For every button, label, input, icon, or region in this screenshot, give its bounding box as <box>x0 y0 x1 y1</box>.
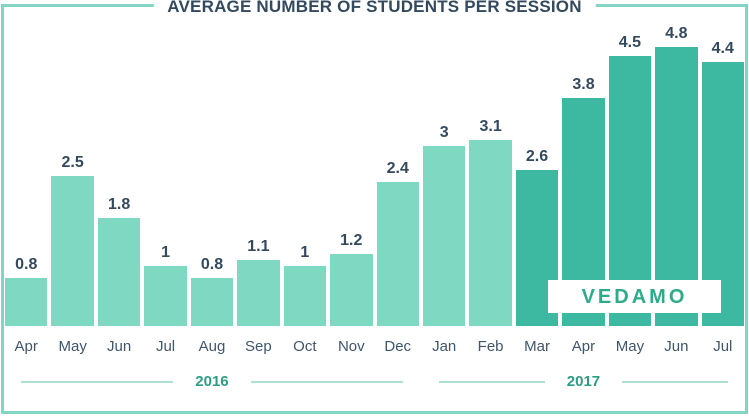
year-line <box>21 381 174 383</box>
bar <box>51 176 94 326</box>
year-label: 2016 <box>195 373 229 390</box>
bar-value-label: 2.5 <box>61 154 84 171</box>
year-label: 2017 <box>566 373 601 390</box>
month-tick-label: Jun <box>664 338 689 355</box>
bar-slot: 1.2 <box>328 26 374 326</box>
bar-value-label: 0.8 <box>15 256 38 273</box>
vedamo-logo-text: VEDAMO <box>581 285 688 308</box>
month-tick-label: Apr <box>571 338 596 355</box>
bar <box>330 254 373 326</box>
bar-slot: 1 <box>142 26 188 326</box>
bar-slot: 0.8 <box>3 26 49 326</box>
bar-slot: 2.5 <box>49 26 95 326</box>
bar-slot: 2.4 <box>375 26 421 326</box>
bar <box>376 182 419 326</box>
bar-value-label: 4.4 <box>711 40 734 57</box>
bar-value-label: 3.8 <box>572 76 595 93</box>
bar-value-label: 0.8 <box>200 256 224 273</box>
month-tick-label: Jul <box>713 338 733 355</box>
bar-value-label: 3 <box>439 124 449 141</box>
bar-slot: 4.8 <box>653 26 699 326</box>
bar-value-label: 1.8 <box>107 196 131 213</box>
vedamo-watermark-box: VEDAMO <box>548 280 721 313</box>
bar-slot: 3 <box>421 26 467 326</box>
bar <box>469 140 512 326</box>
month-tick-label: Apr <box>14 338 38 355</box>
bar <box>237 260 280 326</box>
bar-value-label: 1 <box>161 244 170 261</box>
year-line <box>622 381 728 383</box>
bar <box>97 218 141 326</box>
bar-value-label: 1 <box>300 244 310 261</box>
bar-value-label: 4.5 <box>618 34 642 51</box>
bar-value-label: 1.2 <box>340 232 363 249</box>
year-group-2016: 2016 <box>3 372 421 392</box>
bar <box>190 278 234 326</box>
month-tick-label: Aug <box>198 338 226 355</box>
bar-value-label: 2.4 <box>386 160 409 177</box>
bar <box>5 278 48 326</box>
month-tick-label: May <box>58 338 87 355</box>
chart-title: AVERAGE NUMBER OF STUDENTS PER SESSION <box>153 0 596 17</box>
month-tick-label: Jun <box>107 338 132 355</box>
bar-slot: 1 <box>282 26 328 326</box>
month-tick-label: Jul <box>155 338 176 355</box>
bar-value-label: 1.1 <box>247 238 270 255</box>
month-tick-label: Mar <box>524 338 550 355</box>
months-axis: Apr May Jun Jul Aug Sep Oct Nov Dec Jan Feb Mar Apr M… <box>3 337 746 357</box>
year-line <box>250 381 403 383</box>
year-line <box>438 381 545 383</box>
bar-slot: 1.8 <box>96 26 142 326</box>
month-tick-label: Feb <box>477 338 504 355</box>
bar <box>144 266 187 326</box>
month-tick-label: Oct <box>293 338 317 355</box>
bar-slot: 1.1 <box>235 26 281 326</box>
year-group-2017: 2017 <box>421 372 746 392</box>
bar-slot: 0.8 <box>189 26 235 326</box>
month-tick-label: Nov <box>337 338 365 355</box>
bar-value-label: 2.6 <box>525 148 549 165</box>
month-tick-label: Dec <box>384 338 412 355</box>
bar <box>283 266 327 326</box>
month-tick-label: May <box>615 338 645 355</box>
bar-slot: 3.1 <box>467 26 513 326</box>
bar-value-label: 3.1 <box>479 118 502 135</box>
bar <box>422 146 466 326</box>
month-tick-label: Jan <box>432 338 457 355</box>
bar <box>655 47 698 326</box>
bar-value-label: 4.8 <box>665 25 688 42</box>
years-axis: 2016 2017 <box>3 372 746 392</box>
month-tick-label: Sep <box>245 338 272 355</box>
